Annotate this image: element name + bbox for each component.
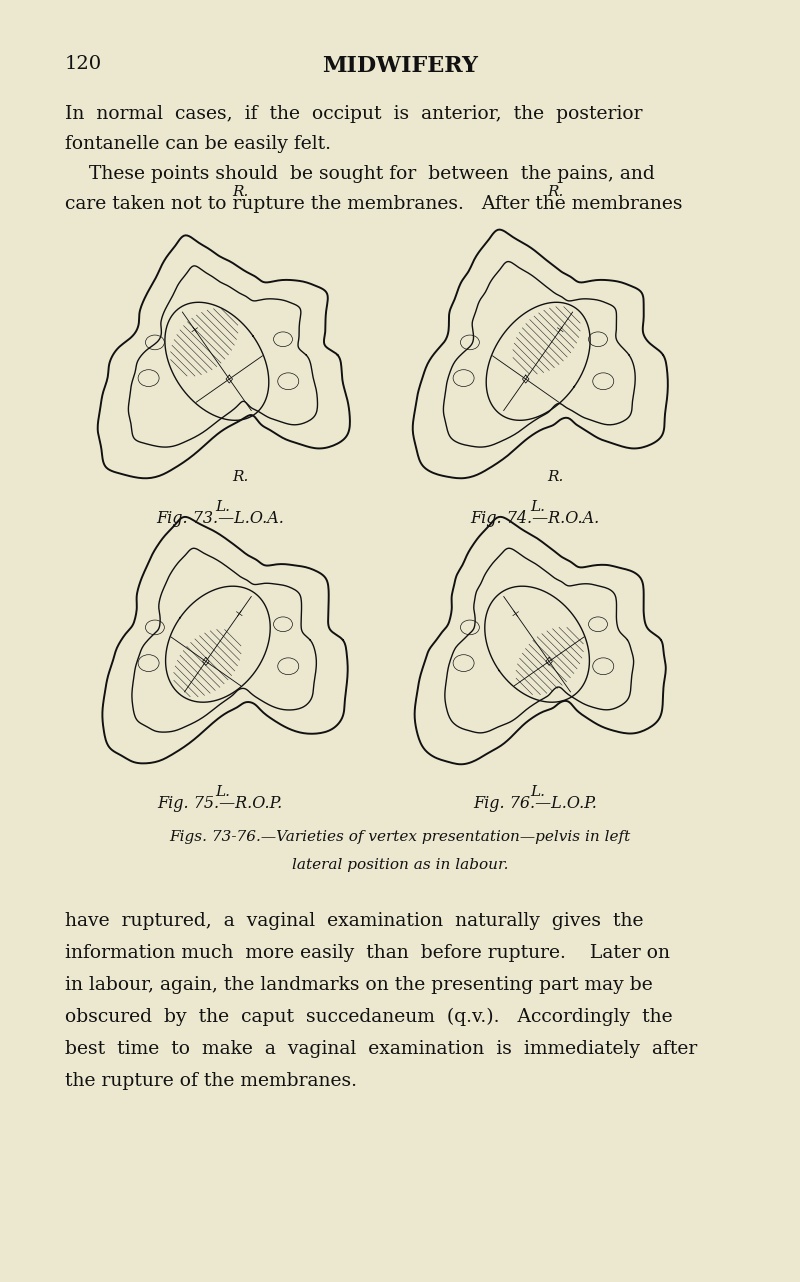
Text: L.: L. — [214, 500, 230, 514]
Text: have  ruptured,  a  vaginal  examination  naturally  gives  the: have ruptured, a vaginal examination nat… — [65, 912, 643, 929]
Text: Figs. 73-76.—Varieties of vertex presentation—pelvis in left: Figs. 73-76.—Varieties of vertex present… — [170, 829, 630, 844]
Text: L.: L. — [530, 500, 545, 514]
Text: lateral position as in labour.: lateral position as in labour. — [292, 858, 508, 872]
Text: Fig. 76.—L.O.P.: Fig. 76.—L.O.P. — [473, 795, 597, 812]
Text: obscured  by  the  caput  succedaneum  (q.v.).   Accordingly  the: obscured by the caput succedaneum (q.v.)… — [65, 1008, 673, 1027]
Text: L.: L. — [214, 786, 230, 799]
Text: Fig. 75.—R.O.P.: Fig. 75.—R.O.P. — [158, 795, 282, 812]
Text: In  normal  cases,  if  the  occiput  is  anterior,  the  posterior: In normal cases, if the occiput is anter… — [65, 105, 642, 123]
Text: Fig. 74.—R.O.A.: Fig. 74.—R.O.A. — [470, 510, 600, 527]
Text: R.: R. — [233, 186, 249, 199]
Text: in labour, again, the landmarks on the presenting part may be: in labour, again, the landmarks on the p… — [65, 976, 653, 994]
Text: MIDWIFERY: MIDWIFERY — [322, 55, 478, 77]
Text: R.: R. — [233, 470, 249, 485]
Text: R.: R. — [547, 186, 564, 199]
Text: care taken not to rupture the membranes.   After the membranes: care taken not to rupture the membranes.… — [65, 195, 682, 213]
Text: R.: R. — [547, 470, 564, 485]
Text: the rupture of the membranes.: the rupture of the membranes. — [65, 1072, 357, 1090]
Text: These points should  be sought for  between  the pains, and: These points should be sought for betwee… — [65, 165, 654, 183]
Text: Fig. 73.—L.O.A.: Fig. 73.—L.O.A. — [156, 510, 284, 527]
Text: 120: 120 — [65, 55, 102, 73]
Text: best  time  to  make  a  vaginal  examination  is  immediately  after: best time to make a vaginal examination … — [65, 1040, 698, 1058]
Text: information much  more easily  than  before rupture.    Later on: information much more easily than before… — [65, 944, 670, 962]
Text: fontanelle can be easily felt.: fontanelle can be easily felt. — [65, 135, 331, 153]
Text: L.: L. — [530, 786, 545, 799]
